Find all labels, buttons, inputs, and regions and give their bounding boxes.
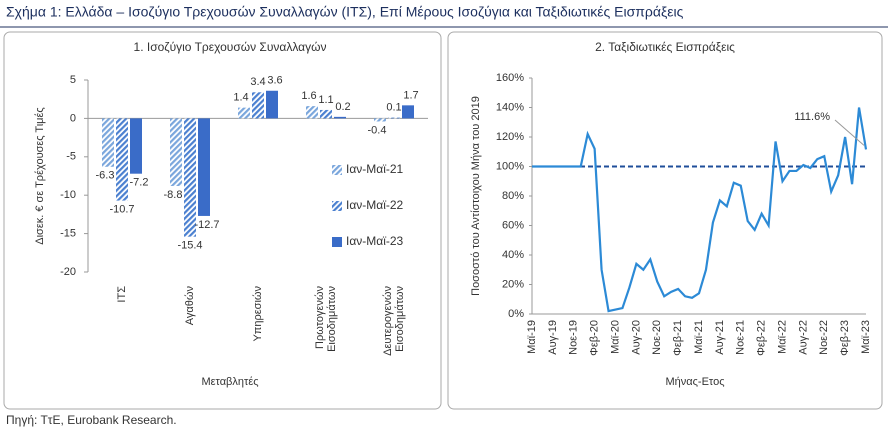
data-label: 3.6	[267, 75, 282, 87]
x-tick-label: Μαϊ-20	[609, 320, 621, 354]
x-axis-label: Μήνας-Ετος	[665, 376, 724, 388]
data-label: 1.4	[233, 92, 248, 104]
x-tick-label: Αγαθών	[184, 286, 196, 326]
data-label: -0.4	[368, 124, 387, 136]
data-label: -10.7	[109, 203, 134, 215]
x-tick-label: Μαϊ-21	[693, 320, 705, 354]
bar	[374, 118, 386, 122]
y-tick-label: 0	[70, 112, 76, 124]
bar	[402, 105, 414, 119]
bar	[116, 118, 128, 201]
data-label: 3.4	[250, 76, 265, 88]
legend-swatch	[332, 165, 342, 175]
y-tick-label: 140%	[496, 101, 524, 113]
chart-title: 1. Ισοζύγιο Τρεχουσών Συναλλαγών	[134, 40, 327, 54]
x-tick-label-line: Εισοδημάτων	[326, 286, 338, 352]
legend-label: Ιαν-Μαϊ-21	[346, 162, 404, 176]
data-label: -15.4	[177, 240, 202, 252]
y-tick-label: 100%	[496, 160, 524, 172]
y-axis-label: Δισεκ. € σε Τρέχουσες Τιμές	[34, 107, 46, 244]
x-tick-label: Νοε-21	[735, 320, 747, 355]
y-tick-label: 0%	[508, 308, 524, 320]
legend-label: Ιαν-Μαϊ-22	[346, 198, 404, 212]
x-tick-label: ΙΤΣ	[116, 286, 128, 303]
data-label: -12.7	[194, 219, 219, 231]
bar	[306, 106, 318, 119]
y-tick-label: 5	[70, 74, 76, 86]
x-tick-label: Μαϊ-23	[860, 320, 872, 354]
data-label: -6.3	[96, 170, 115, 182]
bar	[102, 118, 114, 167]
bar	[184, 118, 196, 237]
x-tick-label: Αυγ-20	[630, 320, 642, 355]
legend-swatch	[332, 201, 342, 211]
chart-title: 2. Ταξιδιωτικές Εισπράξεις	[595, 40, 735, 54]
data-label: -8.8	[164, 189, 183, 201]
y-tick-label: -15	[60, 228, 76, 240]
y-tick-label: -5	[66, 151, 76, 163]
x-tick-label-line: Δευτερογενών	[382, 286, 394, 356]
x-tick-label: Νοε-19	[568, 320, 580, 355]
x-tick-label: Φεβ-20	[589, 320, 601, 356]
bar	[252, 92, 264, 119]
x-tick-label: Αυγ-22	[797, 320, 809, 355]
x-tick-label: Αυγ-19	[547, 320, 559, 355]
x-tick-label-line: Πρωτογενών	[314, 286, 326, 349]
y-axis-label: Ποσοστό του Αντίστοιχου Μήνα του 2019	[470, 96, 482, 296]
data-label: 1.6	[301, 90, 316, 102]
data-label: 1.7	[403, 89, 418, 101]
bar	[266, 90, 278, 119]
bar	[170, 118, 182, 186]
annotation: 111.6%	[794, 111, 830, 123]
x-tick-label: Φεβ-21	[672, 320, 684, 356]
source: Πηγή: ΤτΕ, Eurobank Research.	[6, 413, 177, 427]
x-tick-label: Φεβ-23	[839, 320, 851, 356]
annotation-leader	[834, 119, 865, 146]
x-tick-label: ΔευτερογενώνΕισοδημάτων	[382, 286, 406, 356]
bar	[320, 109, 332, 119]
x-tick-label: Μαϊ-22	[776, 320, 788, 354]
right-panel	[447, 31, 883, 410]
data-label: -7.2	[130, 177, 149, 189]
y-tick-label: 80%	[502, 190, 524, 202]
x-axis-label: Μεταβλητές	[201, 376, 258, 388]
x-tick-label: ΠρωτογενώνΕισοδημάτων	[314, 286, 338, 352]
x-tick-label: Νοε-20	[651, 320, 663, 355]
x-tick-label: Αυγ-21	[714, 320, 726, 355]
bar	[388, 117, 400, 119]
bar	[130, 118, 142, 174]
left-panel	[3, 31, 442, 410]
y-tick-label: 40%	[502, 249, 524, 261]
y-tick-label: 160%	[496, 72, 524, 84]
y-tick-label: -10	[60, 189, 76, 201]
x-tick-label: Μαϊ-19	[526, 320, 538, 354]
x-tick-label: Φεβ-22	[756, 320, 768, 356]
bar	[238, 107, 250, 119]
y-tick-label: 120%	[496, 131, 524, 143]
x-tick-label: Υπηρεσιών	[252, 286, 264, 342]
figure-title: Σχήμα 1: Ελλάδα – Ισοζύγιο Τρεχουσών Συν…	[6, 4, 684, 20]
y-tick-label: 20%	[502, 278, 524, 290]
x-tick-label: Νοε-22	[818, 320, 830, 355]
x-tick-label-line: Εισοδημάτων	[394, 286, 406, 352]
bar	[198, 118, 210, 216]
y-tick-label: -20	[60, 266, 76, 278]
data-label: 0.2	[335, 101, 350, 113]
bar	[334, 116, 346, 119]
legend-swatch	[332, 237, 342, 247]
y-tick-label: 60%	[502, 219, 524, 231]
data-label: 1.1	[318, 94, 333, 106]
data-label: 0.1	[386, 102, 401, 114]
line-series	[532, 107, 868, 313]
legend-label: Ιαν-Μαϊ-23	[346, 234, 404, 248]
